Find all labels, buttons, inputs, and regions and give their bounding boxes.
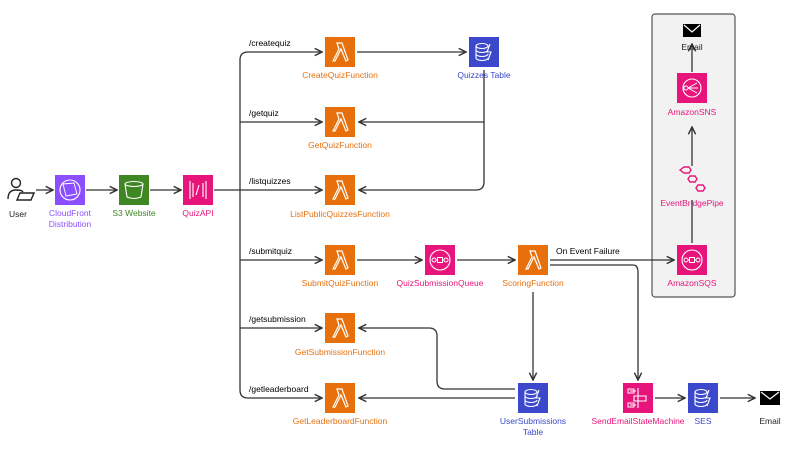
quizapi-node[interactable] [183,175,213,205]
envelope-icon [683,24,701,37]
edges [36,44,755,398]
eventbridge-pipe-icon[interactable] [678,166,706,192]
get-submission-function-label: GetSubmissionFunction [295,347,386,357]
quiz-submission-queue-node[interactable] [425,245,455,275]
scoring-function-node[interactable] [518,245,548,275]
amazon-sns-label: AmazonSNS [668,107,717,117]
route-createquiz: /createquiz [249,38,291,48]
quizzes-table-node[interactable] [469,37,499,67]
email-bottom-label: Email [759,416,780,426]
user-label: User [9,209,27,219]
route-getquiz: /getquiz [249,108,279,118]
route-listquizzes: /listquizzes [249,176,291,186]
eventbridge-pipe-label: EventBridgePipe [660,198,724,208]
quiz-submission-queue-label: QuizSubmissionQueue [397,278,484,288]
ses-node[interactable] [688,383,718,413]
envelope-icon [760,391,780,405]
get-quiz-function-node[interactable] [325,107,355,137]
email-top-label: Email [681,42,702,52]
list-quizzes-function-node[interactable] [325,175,355,205]
user-submissions-table-node[interactable] [518,383,548,413]
user-submissions-table-label: UserSubmissions [500,416,566,426]
route-getsubmission: /getsubmission [249,314,306,324]
submit-quiz-function-label: SubmitQuizFunction [302,278,379,288]
amazon-sqs-node[interactable] [677,245,707,275]
amazon-sqs-label: AmazonSQS [667,278,716,288]
cloudfront-label: CloudFront [49,208,92,218]
list-quizzes-function-label: ListPublicQuizzesFunction [290,209,390,219]
cloudfront-label-line2: Distribution [49,219,92,229]
get-leaderboard-function-label: GetLeaderboardFunction [293,416,388,426]
get-submission-function-node[interactable] [325,313,355,343]
route-getleaderboard: /getleaderboard [249,384,309,394]
amazon-sns-node[interactable] [677,73,707,103]
s3-node[interactable] [119,175,149,205]
ses-label: SES [694,416,711,426]
get-quiz-function-label: GetQuizFunction [308,140,372,150]
quizzes-table-label: Quizzes Table [457,70,511,80]
create-quiz-function-label: CreateQuizFunction [302,70,378,80]
s3-bucket-icon [119,175,149,205]
user-laptop-icon [7,177,36,201]
quizapi-label: QuizAPI [182,208,213,218]
route-submitquiz: /submitquiz [249,246,292,256]
scoring-function-label: ScoringFunction [502,278,564,288]
notification-group [651,13,736,298]
send-email-state-machine-node[interactable] [623,383,653,413]
send-email-state-machine-label: SendEmailStateMachine [591,416,684,426]
get-leaderboard-function-node[interactable] [325,383,355,413]
user-submissions-table-label-line2: Table [523,427,544,437]
submit-quiz-function-node[interactable] [325,245,355,275]
edge-label-on-failure: On Event Failure [556,246,620,256]
create-quiz-function-node[interactable] [325,37,355,67]
s3-label: S3 Website [112,208,156,218]
cloudfront-node[interactable] [55,175,85,205]
